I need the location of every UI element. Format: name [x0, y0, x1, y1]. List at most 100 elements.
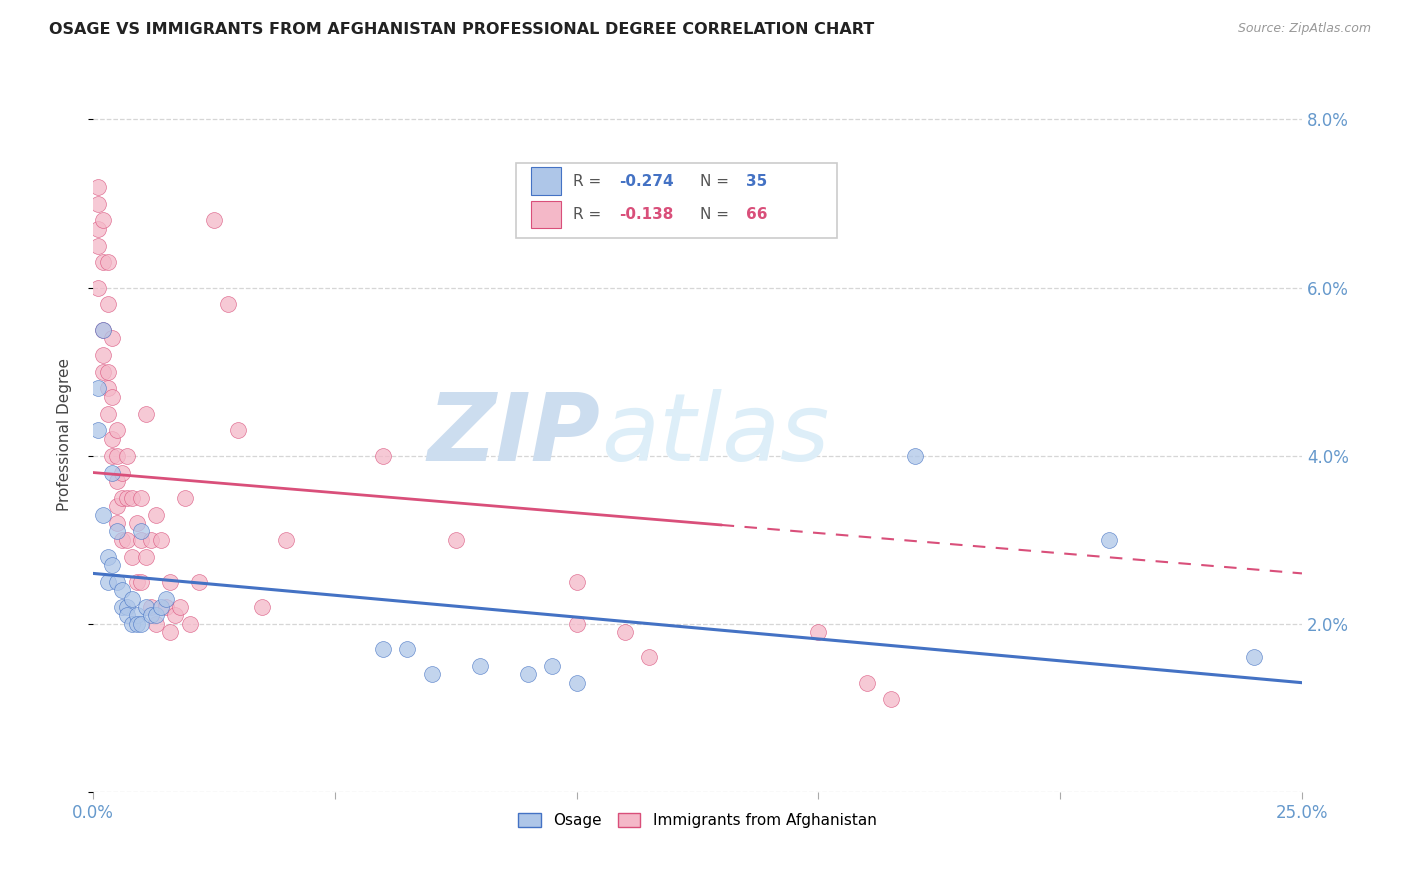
Point: [904, 449, 927, 463]
Point: [105, 574, 128, 589]
Y-axis label: Professional Degree: Professional Degree: [58, 359, 72, 511]
Point: [111, 583, 134, 598]
Point: [121, 549, 143, 564]
Text: Source: ZipAtlas.com: Source: ZipAtlas.com: [1237, 22, 1371, 36]
Point: [115, 449, 138, 463]
Point: [276, 533, 298, 547]
Point: [101, 390, 124, 404]
Point: [105, 516, 128, 530]
Point: [131, 616, 153, 631]
Point: [139, 600, 162, 615]
FancyBboxPatch shape: [530, 201, 561, 228]
Point: [101, 449, 124, 463]
Point: [121, 616, 143, 631]
Point: [188, 574, 211, 589]
Point: [111, 491, 134, 505]
Point: [87, 424, 110, 438]
Point: [252, 600, 274, 615]
Text: ZIP: ZIP: [427, 389, 600, 481]
Point: [101, 558, 124, 572]
Point: [444, 533, 467, 547]
Point: [111, 466, 134, 480]
Point: [131, 491, 153, 505]
Point: [115, 533, 138, 547]
Point: [565, 616, 588, 631]
Point: [101, 331, 124, 345]
Point: [420, 667, 443, 681]
Point: [880, 692, 903, 706]
Point: [115, 600, 138, 615]
Point: [111, 533, 134, 547]
Text: 35: 35: [745, 174, 768, 188]
Point: [202, 213, 225, 227]
Point: [149, 600, 172, 615]
Point: [87, 221, 110, 235]
Point: [373, 642, 395, 657]
Point: [135, 407, 157, 421]
Point: [155, 591, 177, 606]
Point: [111, 600, 134, 615]
Text: atlas: atlas: [600, 389, 830, 480]
FancyBboxPatch shape: [530, 168, 561, 194]
Point: [87, 179, 110, 194]
Text: OSAGE VS IMMIGRANTS FROM AFGHANISTAN PROFESSIONAL DEGREE CORRELATION CHART: OSAGE VS IMMIGRANTS FROM AFGHANISTAN PRO…: [49, 22, 875, 37]
Point: [165, 608, 187, 623]
Point: [105, 474, 128, 488]
Point: [87, 238, 110, 252]
Point: [1243, 650, 1265, 665]
Text: N =: N =: [700, 207, 734, 222]
Point: [101, 432, 124, 446]
Point: [96, 382, 118, 396]
Point: [91, 508, 114, 522]
Text: N =: N =: [700, 174, 734, 188]
Point: [125, 574, 148, 589]
Point: [396, 642, 419, 657]
Point: [131, 524, 153, 539]
Point: [121, 491, 143, 505]
Point: [565, 675, 588, 690]
Point: [131, 574, 153, 589]
Point: [105, 449, 128, 463]
Point: [131, 533, 153, 547]
Point: [121, 591, 143, 606]
Point: [1097, 533, 1119, 547]
Point: [217, 297, 239, 311]
Point: [115, 491, 138, 505]
Text: -0.138: -0.138: [619, 207, 673, 222]
Point: [145, 616, 167, 631]
Point: [87, 280, 110, 294]
Point: [101, 466, 124, 480]
Point: [139, 533, 162, 547]
Point: [468, 658, 491, 673]
Point: [373, 449, 395, 463]
Point: [87, 382, 110, 396]
Point: [139, 608, 162, 623]
Point: [226, 424, 249, 438]
Point: [179, 616, 201, 631]
Point: [105, 499, 128, 513]
Point: [96, 407, 118, 421]
Point: [91, 323, 114, 337]
Point: [125, 608, 148, 623]
Point: [105, 524, 128, 539]
Point: [96, 365, 118, 379]
Text: 66: 66: [745, 207, 768, 222]
Point: [149, 533, 172, 547]
Point: [541, 658, 564, 673]
Point: [87, 196, 110, 211]
Point: [145, 608, 167, 623]
FancyBboxPatch shape: [516, 163, 837, 238]
Point: [135, 549, 157, 564]
Point: [91, 323, 114, 337]
Point: [125, 616, 148, 631]
Point: [91, 255, 114, 269]
Point: [159, 574, 181, 589]
Point: [613, 625, 636, 640]
Point: [91, 365, 114, 379]
Point: [155, 600, 177, 615]
Point: [159, 625, 181, 640]
Point: [174, 491, 197, 505]
Point: [96, 297, 118, 311]
Text: R =: R =: [574, 207, 606, 222]
Point: [169, 600, 191, 615]
